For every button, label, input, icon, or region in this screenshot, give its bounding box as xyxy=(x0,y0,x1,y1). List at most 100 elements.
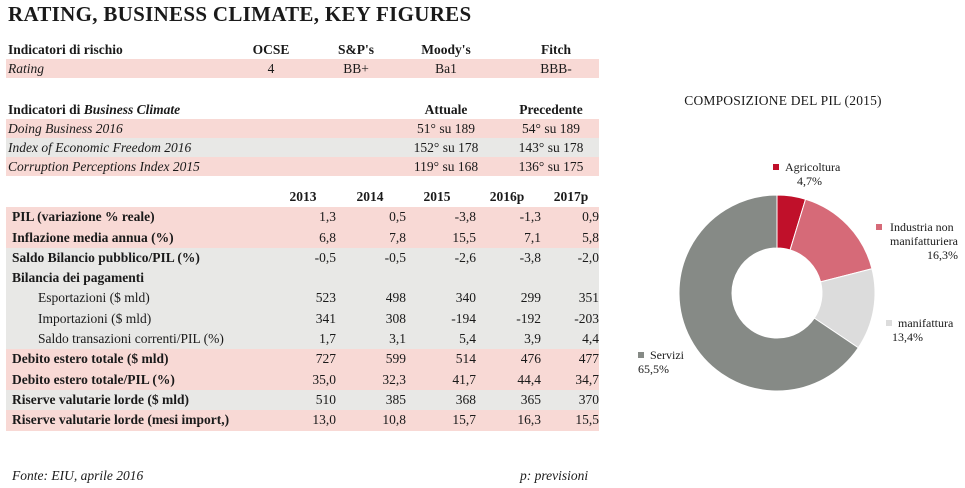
keyfig-header-row: 2013 2014 2015 2016p 2017p xyxy=(6,187,599,207)
keyfig-cell: 351 xyxy=(578,290,599,306)
keyfig-cell: 1,3 xyxy=(319,209,336,225)
keyfig-cell: 44,4 xyxy=(517,371,541,387)
keyfig-year-header: 2015 xyxy=(423,189,451,204)
climate-row-previous: 143° su 178 xyxy=(518,140,584,155)
keyfig-row-label: Debito estero totale/PIL (%) xyxy=(12,371,175,387)
keyfig-cell: 7,8 xyxy=(389,229,406,245)
climate-row-label: Corruption Perceptions Index 2015 xyxy=(8,159,200,174)
key-figures-table: 2013 2014 2015 2016p 2017p PIL (variazio… xyxy=(6,187,599,431)
keyfig-cell: 341 xyxy=(315,310,336,326)
legend-swatch xyxy=(876,224,882,230)
pie-slice-industria-non-manifatturiera xyxy=(789,198,873,283)
climate-header-emph: Business Climate xyxy=(83,102,181,117)
climate-header-row: Indicatori di Business Climate Attuale P… xyxy=(6,100,599,119)
keyfig-row: Esportazioni ($ mld) 523 498 340 299 351 xyxy=(6,288,599,309)
legend-value: 16,3% xyxy=(927,248,958,262)
keyfig-cell: 7,1 xyxy=(524,229,541,245)
keyfig-cell: 15,5 xyxy=(575,412,599,428)
keyfig-year-header: 2017p xyxy=(553,189,589,204)
keyfig-cell: 370 xyxy=(578,391,599,407)
keyfig-row: Inflazione media annua (%) 6,8 7,8 15,5 7,1 5… xyxy=(6,227,599,248)
keyfig-cell: 16,3 xyxy=(517,412,541,428)
keyfig-year-header: 2016p xyxy=(489,189,525,204)
rating-moodys-value: Ba1 xyxy=(435,61,457,76)
keyfig-cell: 385 xyxy=(385,391,406,407)
climate-row-current: 152° su 178 xyxy=(413,140,479,155)
legend-item-agricoltura: Agricoltura 4,7% xyxy=(773,160,840,188)
keyfig-row: PIL (variazione % reale) 1,3 0,5 -3,8 -1,3 0,… xyxy=(6,207,599,228)
keyfig-cell: 0,9 xyxy=(582,209,599,225)
legend-swatch xyxy=(773,164,779,170)
keyfig-row: Bilancia dei pagamenti xyxy=(6,268,599,289)
rating-table: Indicatori di rischio OCSE S&P's Moody's… xyxy=(6,40,599,78)
keyfig-row-label: PIL (variazione % reale) xyxy=(12,209,155,225)
keyfig-row: Riserve valutarie lorde (mesi import,) 13… xyxy=(6,410,599,431)
keyfig-cell: -3,8 xyxy=(519,249,541,265)
keyfig-cell: 35,0 xyxy=(312,371,336,387)
legend-value: 13,4% xyxy=(892,330,923,344)
keyfig-row: Saldo transazioni correnti/PIL (%) 1,7 3,1… xyxy=(6,329,599,350)
legend-item-manifattura: manifattura 13,4% xyxy=(886,316,953,344)
keyfig-row: Importazioni ($ mld) 341 308 -194 -192 -203 xyxy=(6,308,599,330)
business-climate-table: Indicatori di Business Climate Attuale P… xyxy=(6,100,599,176)
keyfig-cell: 599 xyxy=(385,351,406,367)
chart-title: COMPOSIZIONE DEL PIL (2015) xyxy=(684,93,882,108)
keyfig-row-label: Inflazione media annua (%) xyxy=(12,229,174,245)
keyfig-cell: 727 xyxy=(315,351,336,367)
legend-label: Industria non manifatturiera xyxy=(890,220,958,248)
climate-header-current: Attuale xyxy=(424,102,468,117)
keyfig-row-label: Saldo Bilancio pubblico/PIL (%) xyxy=(12,249,200,265)
rating-header-label: Indicatori di rischio xyxy=(8,42,123,57)
keyfig-cell: 6,8 xyxy=(319,229,336,245)
rating-header-sp: S&P's xyxy=(337,42,374,57)
forecast-note: p: previsioni xyxy=(520,468,589,483)
keyfig-row-label: Debito estero totale ($ mld) xyxy=(12,351,169,367)
keyfig-cell: 5,4 xyxy=(459,331,476,347)
keyfig-cell: 299 xyxy=(520,290,541,306)
rating-header-row: Indicatori di rischio OCSE S&P's Moody's… xyxy=(6,40,599,59)
keyfig-row-label: Saldo transazioni correnti/PIL (%) xyxy=(38,331,224,347)
climate-row: Corruption Perceptions Index 2015 119° s… xyxy=(6,157,599,176)
keyfig-year-header: 2013 xyxy=(289,189,317,204)
keyfig-row-label: Riserve valutarie lorde ($ mld) xyxy=(12,391,189,407)
source-note: Fonte: EIU, aprile 2016 xyxy=(12,468,144,483)
keyfig-cell: -2,0 xyxy=(577,249,599,265)
keyfig-cell: 15,5 xyxy=(452,229,476,245)
keyfig-cell: 368 xyxy=(455,391,476,407)
rating-sp-value: BB+ xyxy=(343,61,369,76)
rating-row-label: Rating xyxy=(8,61,44,76)
legend-label: manifattura xyxy=(898,316,954,330)
legend-item-industria: Industria non manifatturiera 16,3% xyxy=(876,220,962,262)
climate-row-current: 119° su 168 xyxy=(413,159,479,174)
keyfig-cell: 1,7 xyxy=(319,331,336,347)
keyfig-cell: 498 xyxy=(385,290,406,306)
rating-header-ocse: OCSE xyxy=(252,42,290,57)
keyfig-row-label: Esportazioni ($ mld) xyxy=(38,290,150,306)
keyfig-row: Debito estero totale ($ mld) 727 599 514 476… xyxy=(6,349,599,370)
keyfig-cell: 5,8 xyxy=(582,229,599,245)
keyfig-cell: -3,8 xyxy=(454,209,476,225)
legend-value: 65,5% xyxy=(638,362,669,376)
keyfig-year-header: 2014 xyxy=(356,189,384,204)
climate-row-label: Doing Business 2016 xyxy=(8,121,123,136)
keyfig-cell: 514 xyxy=(455,351,476,367)
keyfig-cell: 13,0 xyxy=(312,412,336,428)
legend-value: 4,7% xyxy=(797,174,822,188)
climate-header-previous: Precedente xyxy=(519,102,583,117)
keyfig-cell: 0,5 xyxy=(389,209,406,225)
keyfig-cell: -0,5 xyxy=(314,249,336,265)
climate-row-previous: 54° su 189 xyxy=(522,121,580,136)
keyfig-cell: 510 xyxy=(315,391,336,407)
page-title: RATING, BUSINESS CLIMATE, KEY FIGURES xyxy=(8,2,472,26)
rating-row: Rating 4 BB+ Ba1 BBB- xyxy=(6,59,599,78)
keyfig-cell: 523 xyxy=(315,290,336,306)
climate-row-label: Index of Economic Freedom 2016 xyxy=(8,140,192,155)
rating-header-fitch: Fitch xyxy=(541,42,571,57)
climate-header-prefix: Indicatori di xyxy=(8,102,84,117)
rating-fitch-value: BBB- xyxy=(540,61,572,76)
keyfig-row: Saldo Bilancio pubblico/PIL (%) -0,5 -0,5 -… xyxy=(6,247,599,269)
keyfig-row: Riserve valutarie lorde ($ mld) 510 385 368… xyxy=(6,389,599,411)
pie-slice-servizi xyxy=(678,194,859,392)
climate-header-label: Indicatori di Business Climate xyxy=(8,100,180,119)
